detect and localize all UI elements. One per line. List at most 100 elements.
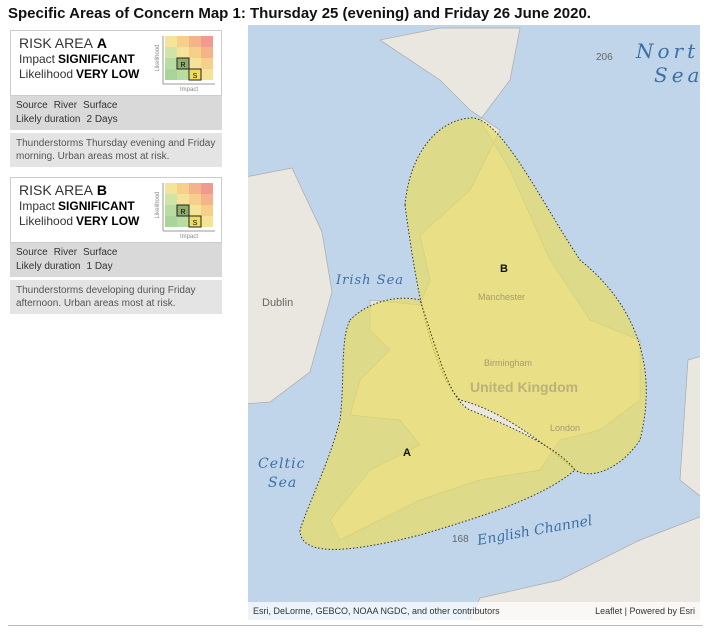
- matrix-cell: [189, 194, 201, 205]
- matrix-cell: [201, 47, 213, 58]
- likelihood-label: Likelihood: [19, 214, 74, 228]
- risk-area-a[interactable]: [299, 297, 576, 550]
- source-value: Surface: [83, 100, 118, 111]
- source-value: River: [53, 247, 78, 258]
- source-label: Source: [16, 247, 48, 258]
- france-land: [469, 516, 700, 620]
- risk-details: Source River Surface Likely duration 1 Day: [10, 243, 222, 277]
- matrix-x-label: Impact: [180, 87, 198, 92]
- matrix-cell: [201, 183, 213, 194]
- matrix-cell: [165, 194, 177, 205]
- matrix-y-label: Likelihood: [155, 191, 161, 218]
- source-label: Source: [16, 100, 48, 111]
- risk-matrix: R S Likelihood Impact: [155, 183, 215, 239]
- source-value: Surface: [83, 247, 118, 258]
- matrix-cell: [189, 58, 201, 69]
- risk-description: Thunderstorms Thursday evening and Frida…: [10, 133, 222, 167]
- risk-card: RISK AREA A Impact SIGNIFICANT Likelihood VER…: [10, 30, 222, 167]
- matrix-cell: [165, 183, 177, 194]
- impact-row: Impact SIGNIFICANT: [19, 199, 213, 213]
- map-label: North: [635, 39, 711, 63]
- matrix-cell-label: R: [180, 209, 185, 216]
- attribution-bar: [248, 602, 700, 620]
- map-label: Dublin: [262, 297, 293, 309]
- duration-row: Likely duration 2 Days: [16, 113, 216, 127]
- matrix-cell: [201, 205, 213, 216]
- matrix-cell: [177, 183, 189, 194]
- map-label: A: [403, 447, 411, 459]
- risk-area-b[interactable]: [404, 117, 647, 475]
- matrix-cell: [201, 36, 213, 47]
- netherlands-land: [679, 356, 700, 497]
- impact-label: Impact: [19, 199, 56, 213]
- impact-label: Impact: [19, 52, 56, 66]
- map-label: B: [500, 263, 508, 275]
- map-label: Birmingham: [484, 358, 532, 368]
- matrix-cell: [165, 205, 177, 216]
- matrix-cell: [165, 47, 177, 58]
- ireland-land: [248, 167, 333, 405]
- impact-row: Impact SIGNIFICANT: [19, 52, 213, 66]
- matrix-cell: [165, 36, 177, 47]
- matrix-cell: [201, 216, 213, 227]
- map-label: 206: [596, 52, 613, 63]
- risk-matrix: R S Likelihood Impact: [155, 36, 215, 92]
- map-label: Manchester: [478, 292, 525, 302]
- impact-value: SIGNIFICANT: [58, 199, 135, 213]
- matrix-cell-s: [188, 68, 202, 81]
- map-credit[interactable]: Leaflet | Powered by Esri: [595, 606, 695, 616]
- matrix-cell-label: S: [193, 73, 198, 80]
- matrix-cell: [177, 216, 189, 227]
- matrix-cell: [177, 47, 189, 58]
- duration-label: Likely duration: [16, 114, 81, 125]
- duration-row: Likely duration 1 Day: [16, 260, 216, 274]
- matrix-cell-label: R: [180, 62, 185, 69]
- risk-description: Thunderstorms developing during Friday a…: [10, 280, 222, 314]
- map-label: Celtic: [258, 456, 305, 472]
- risk-summary: RISK AREA A Impact SIGNIFICANT Likelihood VER…: [10, 30, 222, 96]
- title: Specific Areas of Concern Map 1: Thursda…: [8, 5, 591, 22]
- risk-id: B: [96, 182, 108, 198]
- risk-summary: RISK AREA B Impact SIGNIFICANT Likelihood VER…: [10, 177, 222, 243]
- matrix-cell: [177, 69, 189, 80]
- source-row: Source River Surface: [16, 246, 216, 260]
- matrix-cell: [177, 194, 189, 205]
- matrix-cell: [201, 194, 213, 205]
- map-label: United Kingdom: [470, 379, 578, 395]
- matrix-y-label: Likelihood: [155, 44, 161, 71]
- matrix-cell: [189, 47, 201, 58]
- risk-id: A: [96, 35, 108, 51]
- matrix-x-label: Impact: [180, 234, 198, 239]
- source-row: Source River Surface: [16, 99, 216, 113]
- matrix-cell: [189, 183, 201, 194]
- map-label: Sea: [654, 63, 703, 87]
- duration-value: 2 Days: [86, 114, 118, 125]
- risk-details: Source River Surface Likely duration 2 Days: [10, 96, 222, 130]
- likelihood-row: Likelihood VERY LOW: [19, 67, 213, 81]
- likelihood-value: VERY LOW: [76, 67, 140, 81]
- likelihood-value: VERY LOW: [76, 214, 140, 228]
- risk-heading-text: RISK AREA: [19, 35, 93, 51]
- matrix-cell: [201, 58, 213, 69]
- matrix-cell: [189, 205, 201, 216]
- matrix-cell-s: [188, 215, 202, 228]
- impact-value: SIGNIFICANT: [58, 52, 135, 66]
- matrix-cell: [165, 58, 177, 69]
- risk-card: RISK AREA B Impact SIGNIFICANT Likelihood VER…: [10, 177, 222, 314]
- matrix-cell-r: [176, 204, 190, 217]
- map-label: Ireland: [200, 335, 246, 351]
- risk-heading: RISK AREA B: [19, 182, 213, 198]
- footer-rule: [8, 625, 703, 626]
- map-label: London: [550, 423, 580, 433]
- map-label: Sea: [268, 475, 297, 491]
- matrix-cell: [201, 69, 213, 80]
- risk-heading: RISK AREA A: [19, 35, 213, 51]
- matrix-cell-label: S: [193, 220, 198, 227]
- matrix-cell: [165, 69, 177, 80]
- attribution: Esri, DeLorme, GEBCO, NOAA NGDC, and oth…: [253, 606, 500, 616]
- duration-label: Likely duration: [16, 261, 81, 272]
- matrix-cell: [165, 216, 177, 227]
- map-label: Irish Sea: [335, 273, 404, 288]
